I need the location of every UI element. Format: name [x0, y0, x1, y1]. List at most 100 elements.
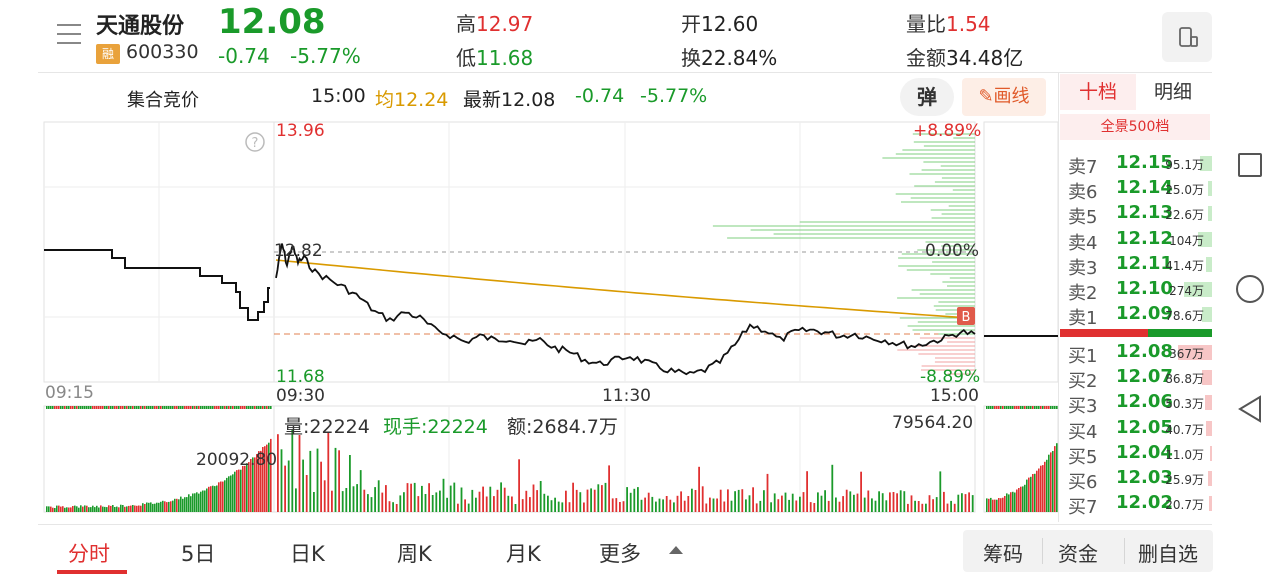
volume-strip — [1050, 406, 1052, 409]
auction-volume-bar — [126, 506, 128, 512]
level-price: 12.04 — [1116, 441, 1173, 463]
capital-button[interactable]: 资金 — [1058, 542, 1098, 566]
volume-strip — [46, 406, 48, 409]
ask-row[interactable]: 卖5 12.13 22.6万 — [1062, 201, 1212, 228]
volume-strip — [104, 406, 106, 409]
volume-strip — [188, 406, 190, 409]
tab-intraday[interactable]: 分时 — [68, 542, 110, 566]
volume-bar — [921, 503, 924, 512]
after-hours-volume-bar — [1038, 468, 1040, 512]
volume-strip — [998, 406, 1000, 409]
volume-bar — [889, 492, 891, 512]
volume-strip — [72, 406, 74, 409]
auction-volume-bar — [226, 477, 228, 512]
volume-strip — [148, 406, 150, 409]
ask-row[interactable]: 卖4 12.12 104万 — [1062, 227, 1212, 254]
bid-row[interactable]: 买7 12.02 20.7万 — [1062, 491, 1212, 518]
bottom-action-group — [963, 530, 1213, 572]
volume-strip — [184, 406, 186, 409]
bid-row[interactable]: 买2 12.07 86.8万 — [1062, 365, 1212, 392]
volume-strip — [88, 406, 90, 409]
volume-strip — [994, 406, 996, 409]
tab-ten-levels[interactable]: 十档 — [1060, 74, 1136, 110]
buy-marker[interactable] — [957, 307, 975, 325]
full-depth-button[interactable]: 全景500档 — [1060, 114, 1210, 140]
volume-strip — [92, 406, 94, 409]
volume-bar — [561, 502, 564, 512]
volume-bar — [309, 450, 312, 512]
volume-strip — [176, 406, 178, 409]
volume-strip — [202, 406, 204, 409]
ask-row[interactable]: 卖2 12.10 274万 — [1062, 277, 1212, 304]
stat-amount: 金额34.48亿 — [906, 42, 1023, 71]
tab-more[interactable]: 更多 — [599, 542, 641, 566]
ask-row[interactable]: 卖7 12.15 95.1万 — [1062, 151, 1212, 178]
help-icon[interactable] — [245, 132, 265, 152]
volume-bar — [601, 485, 603, 512]
volume-bar — [338, 450, 340, 512]
back-icon[interactable] — [1238, 395, 1262, 423]
bid-row[interactable]: 买1 12.08 367万 — [1062, 340, 1212, 367]
volume-strip — [238, 406, 240, 409]
bullet-comment-button[interactable]: 弹 — [900, 78, 954, 116]
volume-bar — [755, 503, 758, 512]
volume-bar — [658, 498, 661, 512]
auction-volume-bar — [178, 499, 180, 512]
auction-label: 集合竞价 — [127, 90, 199, 111]
tab-trade-detail[interactable]: 明细 — [1153, 81, 1192, 103]
menu-icon[interactable] — [55, 22, 83, 46]
chips-button[interactable]: 筹码 — [983, 542, 1023, 566]
volume-bar — [871, 498, 873, 512]
auction-volume-bar — [192, 493, 194, 512]
price-change: -0.74 — [218, 44, 270, 68]
price-change-pct: -5.77% — [290, 44, 361, 68]
volume-strip — [126, 406, 128, 409]
after-hours-volume-bar — [1040, 465, 1042, 512]
volume-bar — [446, 497, 448, 512]
volume-bar — [647, 492, 650, 512]
ask-row[interactable]: 卖6 12.14 25.0万 — [1062, 176, 1212, 203]
ask-row[interactable]: 卖3 12.11 41.4万 — [1062, 252, 1212, 279]
intraday-chart[interactable]: ? B — [0, 0, 1060, 520]
auction-volume-bar — [98, 507, 100, 512]
level-volume: 22.6万 — [1165, 208, 1204, 223]
volume-bar — [550, 500, 553, 512]
bid-row[interactable]: 买3 12.06 50.3万 — [1062, 390, 1212, 417]
draw-line-button[interactable]: ✎画线 — [962, 78, 1046, 116]
remove-watchlist-button[interactable]: 删自选 — [1138, 542, 1198, 566]
auction-volume-bar — [92, 505, 94, 512]
volume-strip — [174, 406, 176, 409]
volume-strip — [108, 406, 110, 409]
ask-row[interactable]: 卖1 12.09 78.6万 — [1062, 302, 1212, 329]
level-label: 卖4 — [1068, 232, 1098, 254]
tab-daily-k[interactable]: 日K — [290, 542, 325, 566]
volume-bar — [305, 475, 308, 512]
depth-bar — [1202, 370, 1212, 386]
volume-strip — [992, 406, 994, 409]
auction-volume-bar — [162, 500, 164, 512]
after-hours-volume-bar — [1020, 486, 1022, 512]
circle-icon[interactable] — [1236, 275, 1264, 303]
after-hours-volume-bar — [1018, 488, 1020, 512]
auction-volume-bar — [130, 505, 132, 512]
volume-bar — [701, 486, 704, 512]
stat-turnover-label: 换 — [681, 46, 701, 70]
volume-bar — [770, 502, 772, 512]
level-volume: 78.6万 — [1165, 309, 1204, 324]
volume-strip — [1038, 406, 1040, 409]
tab-5day[interactable]: 5日 — [181, 542, 216, 566]
bid-row[interactable]: 买5 12.04 11.0万 — [1062, 441, 1212, 468]
bid-row[interactable]: 买6 12.03 25.9万 — [1062, 466, 1212, 493]
landscape-button[interactable] — [1162, 12, 1212, 62]
bid-row[interactable]: 买4 12.05 40.7万 — [1062, 416, 1212, 443]
after-hours-volume-bar — [1036, 470, 1038, 512]
square-icon[interactable] — [1238, 153, 1262, 177]
volume-strip — [80, 406, 82, 409]
volume-bar — [586, 489, 589, 512]
volume-bar — [597, 484, 600, 512]
volume-bar — [935, 497, 938, 512]
tab-monthly-k[interactable]: 月K — [506, 542, 541, 566]
volume-bar — [842, 496, 844, 512]
tab-weekly-k[interactable]: 周K — [397, 542, 432, 566]
volume-bar — [691, 488, 693, 512]
